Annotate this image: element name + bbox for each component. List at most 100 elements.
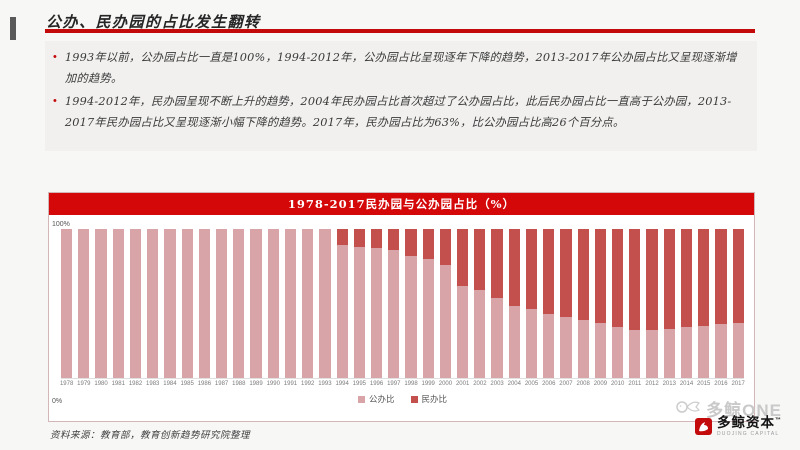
legend-item-private: 民办比	[410, 393, 447, 405]
chart-bar-1987	[215, 229, 228, 378]
duojing-capital-logo: 多鲸资本™ DUOJING CAPITAL	[695, 416, 782, 437]
chart-bar-2016	[715, 229, 727, 378]
chart-bar-1995	[353, 229, 365, 378]
x-tick-label: 1999	[421, 381, 435, 387]
bar-segment-public	[491, 297, 503, 378]
chart-bar-1980	[95, 229, 107, 378]
chart-bar-2015	[698, 229, 710, 378]
bar-segment-public	[95, 229, 107, 378]
source-note: 资料来源：教育部，教育创新趋势研究院整理	[50, 430, 251, 441]
x-tick-label: 2007	[559, 381, 573, 387]
bar-segment-public	[629, 330, 641, 378]
bar-segment-private	[663, 229, 675, 329]
bullet-item: • 1993年以前，公办园占比一直是100%，1994-2012年，公办园占比呈…	[53, 47, 747, 89]
chart-bar-2008	[577, 229, 589, 378]
bar-segment-private	[715, 229, 727, 325]
y-axis-tick-100: 100%	[52, 221, 70, 228]
x-tick-label: 2013	[662, 381, 676, 387]
x-tick-label: 1991	[283, 381, 298, 387]
bar-segment-private	[439, 229, 452, 265]
bar-segment-private	[594, 229, 606, 323]
chart-bar-2017	[732, 229, 744, 378]
bar-segment-private	[508, 229, 520, 307]
bar-segment-public	[646, 330, 658, 378]
chart-legend: 公办比 民办比	[61, 393, 744, 409]
bar-segment-public	[405, 255, 417, 378]
bar-segment-public	[680, 327, 693, 378]
chart-bar-2014	[680, 229, 693, 378]
bar-segment-private	[457, 229, 469, 286]
bar-segment-private	[422, 229, 434, 259]
x-tick-label: 2002	[473, 381, 487, 387]
bullet-text: 1994-2012年，民办园呈现不断上升的趋势，2004年民办园占比首次超过了公…	[64, 95, 732, 129]
page-title: 公办、民办园的占比发生翻转	[46, 13, 261, 31]
bar-segment-public	[439, 264, 452, 378]
x-tick-label: 1985	[180, 381, 194, 387]
chart-bar-2006	[543, 229, 555, 378]
chart-title: 1978-2017民办园与公办园占比（%）	[49, 193, 754, 215]
x-tick-label: 1978	[59, 381, 74, 387]
chart-bar-1982	[129, 229, 142, 378]
bar-segment-public	[267, 229, 279, 378]
chart-bar-1998	[405, 229, 417, 378]
chart-bar-2002	[474, 229, 486, 378]
chart-bar-2011	[629, 229, 641, 378]
brand-name: 多鲸资本™	[717, 415, 782, 430]
bar-segment-public	[61, 229, 73, 378]
bar-segment-private	[612, 229, 624, 328]
bar-segment-public	[233, 229, 245, 378]
bar-segment-public	[78, 229, 90, 378]
bullet-marker: •	[53, 95, 57, 107]
bar-series-container	[61, 229, 744, 379]
bar-segment-public	[112, 229, 124, 378]
x-tick-label: 2017	[731, 381, 745, 387]
y-axis-tick-0: 0%	[52, 398, 63, 405]
bar-segment-public	[370, 248, 383, 378]
chart-bar-2009	[594, 229, 606, 378]
bar-segment-public	[388, 249, 400, 378]
chart-bar-1979	[78, 229, 90, 378]
bar-segment-public	[543, 313, 555, 378]
bar-segment-public	[560, 316, 572, 378]
chart-bar-1988	[233, 229, 245, 378]
bar-segment-private	[525, 229, 538, 310]
x-tick-label: 1989	[249, 381, 263, 387]
bar-segment-public	[612, 327, 624, 378]
legend-item-public: 公办比	[357, 393, 395, 405]
chart-card: 1978-2017民办园与公办园占比（%） 100% 1978 1979 1980 1…	[48, 192, 755, 422]
x-tick-label: 1993	[318, 381, 332, 387]
watermark-text: 多鲸ONE	[706, 401, 782, 420]
title-accent-bar	[10, 17, 16, 40]
bar-segment-private	[370, 229, 383, 249]
bar-segment-public	[181, 229, 193, 378]
bar-segment-public	[147, 229, 159, 378]
bar-segment-public	[422, 258, 434, 378]
bar-segment-public	[319, 229, 331, 378]
bar-segment-public	[198, 229, 210, 378]
chart-bar-1985	[181, 229, 193, 378]
chart-bar-2004	[508, 229, 520, 378]
x-tick-label: 2005	[524, 381, 539, 387]
x-tick-label: 1994	[335, 381, 349, 387]
legend-swatch-public	[357, 395, 365, 403]
bar-segment-private	[543, 229, 555, 314]
bar-segment-public	[129, 229, 142, 378]
x-tick-label: 2016	[714, 381, 728, 387]
chart-bar-1991	[284, 229, 297, 378]
bullet-text: 1993年以前，公办园占比一直是100%，1994-2012年，公办园占比呈现逐…	[64, 51, 737, 85]
bar-segment-public	[577, 319, 589, 378]
chart-bar-1981	[112, 229, 124, 378]
x-tick-label: 2008	[576, 381, 590, 387]
x-tick-label: 1996	[369, 381, 384, 387]
x-tick-label: 1998	[404, 381, 418, 387]
bar-segment-public	[663, 328, 675, 378]
bullet-marker: •	[53, 51, 57, 63]
x-tick-label: 1987	[214, 381, 229, 387]
chart-bar-1984	[164, 229, 176, 378]
x-tick-label: 2009	[593, 381, 608, 387]
x-tick-label: 2011	[628, 381, 642, 387]
x-tick-label: 1992	[301, 381, 315, 387]
bar-segment-public	[284, 229, 297, 378]
bar-segment-private	[698, 229, 710, 326]
chart-bar-1997	[388, 229, 400, 378]
